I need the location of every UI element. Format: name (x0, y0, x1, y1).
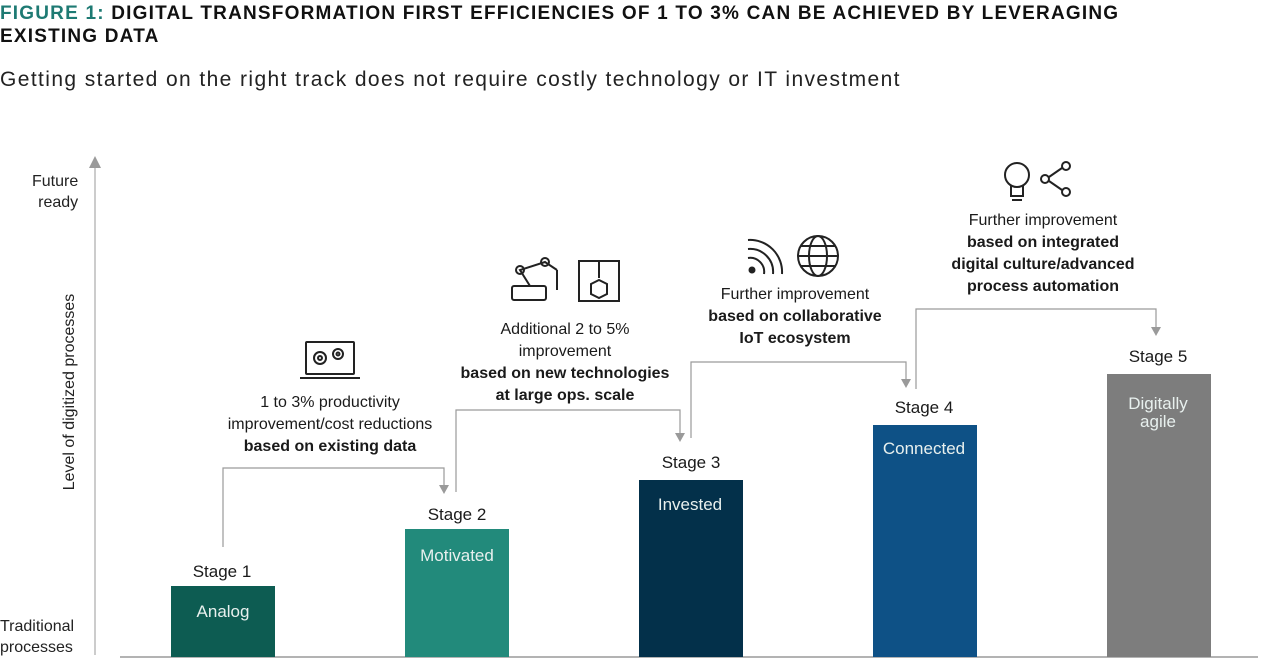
connector-line (915, 308, 1157, 389)
3d-printer-icon (578, 260, 620, 302)
stage-label: Stage 2 (427, 505, 487, 524)
annotation-stage-2-to-3: Additional 2 to 5% improvement based on … (430, 319, 700, 407)
bar-stage-3 (639, 480, 743, 657)
annotation-stage-4-to-5: Further improvement based on integrated … (915, 210, 1171, 298)
connector-arrowhead (1151, 327, 1161, 336)
annotation-line: improvement (518, 343, 612, 360)
annotation-line: Further improvement (720, 286, 870, 303)
connector-line (690, 361, 907, 438)
bar-stage-2 (405, 529, 509, 657)
annotation-line: improvement/cost reductions (227, 416, 433, 433)
connector-arrowhead (901, 379, 911, 388)
annotation-line: 1 to 3% productivity (260, 394, 400, 411)
stage-label: Stage 3 (661, 453, 721, 472)
annotation-line: Further improvement (968, 212, 1118, 229)
bar-stage-5 (1107, 374, 1211, 657)
stage-label: Stage 1 (192, 562, 252, 581)
stage-label: Stage 5 (1128, 347, 1188, 366)
annotation-stage-1-to-2: 1 to 3% productivity improvement/cost re… (190, 392, 470, 458)
wireless-signal-icon (747, 238, 784, 275)
connector-arrowhead (439, 485, 449, 494)
connector-line (455, 409, 681, 492)
figure-label: FIGURE 1: (0, 3, 105, 24)
y-top-label-line: ready (38, 194, 79, 211)
laptop-gears-icon (300, 341, 360, 379)
annotation-line-bold: digital culture/advanced (951, 256, 1135, 273)
y-top-label-line: Future (32, 173, 79, 190)
chart-subtitle: Getting started on the right track does … (0, 68, 901, 91)
annotation-line: Additional 2 to 5% (500, 321, 630, 338)
y-bottom-label: Traditional processes (0, 616, 74, 658)
annotation-line-bold: at large ops. scale (495, 387, 635, 404)
y-top-label: Future ready (32, 171, 78, 213)
annotation-stage-3-to-4: Further improvement based on collaborati… (670, 284, 920, 350)
bar-label: Connected (882, 439, 966, 458)
y-axis-arrowhead (89, 156, 101, 168)
chart-title: FIGURE 1: DIGITAL TRANSFORMATION FIRST E… (0, 2, 1150, 48)
annotation-line-bold: based on existing data (243, 438, 417, 455)
connector-arrowhead (675, 433, 685, 442)
bar-label: Digitally agile (1128, 394, 1188, 431)
annotation-line-bold: IoT ecosystem (739, 330, 851, 347)
robot-arm-icon (511, 257, 558, 301)
connector-line (222, 467, 445, 547)
chart-title-text: DIGITAL TRANSFORMATION FIRST EFFICIENCIE… (0, 3, 1120, 47)
bar-stage-4 (873, 425, 977, 657)
y-bottom-label-line: processes (0, 639, 73, 656)
annotation-line-bold: based on collaborative (708, 308, 882, 325)
annotation-line-bold: based on new technologies (460, 365, 670, 382)
y-axis-title: Level of digitized processes (61, 293, 78, 491)
lightbulb-icon (1004, 162, 1030, 201)
annotation-line-bold: based on integrated (966, 234, 1120, 251)
bar-label: Analog (196, 602, 250, 621)
bar-label: Motivated (420, 546, 494, 565)
bar-label: Invested (657, 495, 723, 514)
annotation-line-bold: process automation (966, 278, 1120, 295)
share-icon (1040, 161, 1071, 197)
globe-icon (797, 235, 839, 277)
stage-label: Stage 4 (894, 398, 954, 417)
y-bottom-label-line: Traditional (0, 618, 75, 635)
bar-stage-1 (171, 586, 275, 657)
